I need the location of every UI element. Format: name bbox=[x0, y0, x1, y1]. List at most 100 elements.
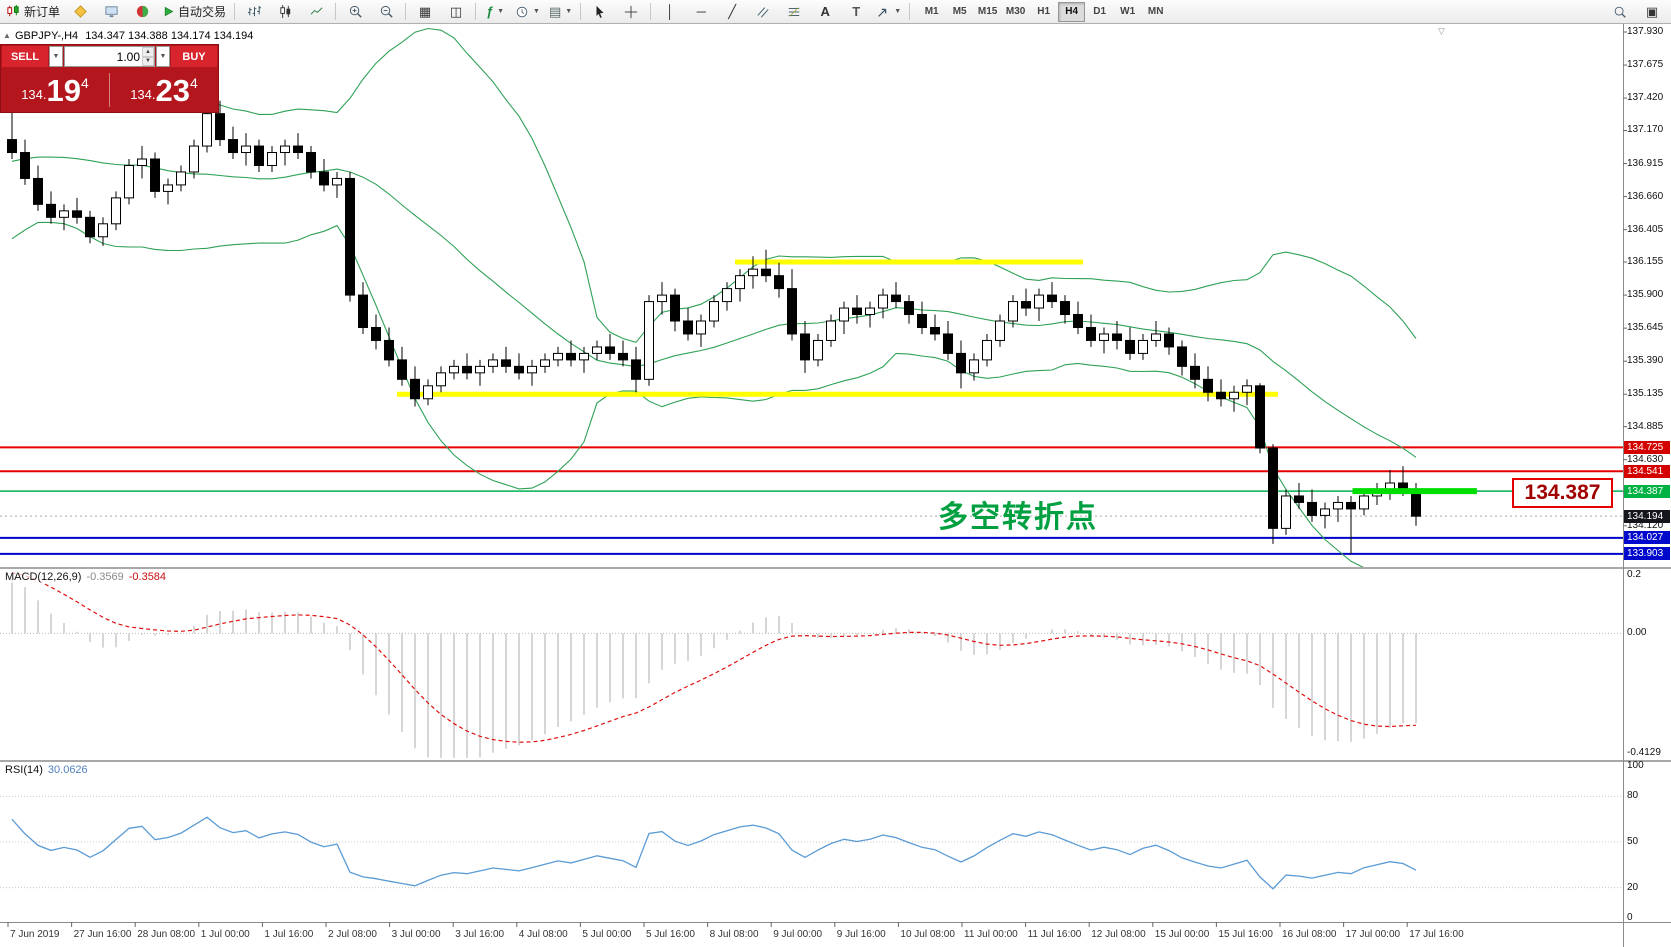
buy-price[interactable]: 134. 23 4 bbox=[130, 72, 198, 108]
crosshair-icon bbox=[625, 5, 638, 18]
new-order-button[interactable]: 新订单 bbox=[2, 1, 64, 23]
autotrade-play-icon bbox=[164, 6, 174, 17]
chevron-down-icon: ▼ bbox=[565, 8, 573, 15]
chart-workspace[interactable]: 137.930 137.675 137.420 137.170 136.915 136.6… bbox=[0, 24, 1671, 947]
vertical-line-icon: │ bbox=[666, 4, 675, 19]
line-chart-button[interactable] bbox=[301, 1, 331, 23]
volume-field: ▲ ▼ bbox=[64, 46, 155, 67]
timeframe-w1[interactable]: W1 bbox=[1120, 6, 1136, 17]
toolbar: 新订单 自动交易 ▦ bbox=[0, 0, 1671, 24]
one-click-toggle[interactable]: ▲ bbox=[3, 31, 11, 40]
trendline-button[interactable]: ╱ bbox=[717, 1, 747, 23]
buy-dropdown[interactable]: ▼ bbox=[156, 46, 170, 67]
timeframe-toolbar: M1 M5 M15 M30 H1 H4 D1 W1 MN bbox=[918, 1, 1169, 22]
trade-panel-prices: 134. 19 4 134. 23 4 bbox=[1, 68, 218, 112]
clock-icon bbox=[516, 6, 528, 17]
zoom-in-icon bbox=[349, 5, 362, 18]
timeframe-mn[interactable]: MN bbox=[1147, 6, 1164, 17]
sell-button[interactable]: SELL bbox=[2, 46, 48, 67]
sell-dropdown[interactable]: ▼ bbox=[49, 46, 63, 67]
bar-chart-icon bbox=[247, 5, 261, 17]
tile-windows-button[interactable]: ◫ bbox=[441, 1, 471, 23]
channel-icon bbox=[757, 6, 769, 18]
vertical-line-button[interactable]: │ bbox=[655, 1, 685, 23]
timeframe-m1[interactable]: M1 bbox=[924, 6, 939, 17]
price-divider bbox=[109, 73, 110, 107]
candlestick-chart-button[interactable] bbox=[270, 1, 300, 23]
autotrade-button[interactable]: 自动交易 bbox=[158, 1, 230, 23]
layout-button[interactable]: ▣ bbox=[1637, 1, 1667, 23]
macd-header: MACD(12,26,9) -0.3569 -0.3584 bbox=[3, 571, 169, 583]
sell-price[interactable]: 134. 19 4 bbox=[21, 72, 89, 108]
timeframe-h4[interactable]: H4 bbox=[1058, 1, 1086, 22]
channel-button[interactable] bbox=[748, 1, 778, 23]
macd-value: -0.3569 bbox=[86, 571, 124, 583]
toolbar-separator bbox=[234, 3, 236, 20]
bar-chart-button[interactable] bbox=[239, 1, 269, 23]
community-button[interactable] bbox=[127, 1, 157, 23]
autotrade-label: 自动交易 bbox=[178, 5, 227, 19]
community-icon bbox=[136, 5, 148, 18]
toolbar-separator bbox=[405, 3, 407, 20]
toolbar-separator bbox=[580, 3, 582, 20]
diamond-icon bbox=[73, 5, 87, 18]
chart-ohlc: 134.347 134.388 134.174 134.194 bbox=[85, 30, 254, 42]
arrows-button[interactable]: ▼ bbox=[872, 1, 905, 23]
arrow-icon bbox=[878, 8, 887, 17]
chart-header: GBPJPY-,H4 134.347 134.388 134.174 134.19… bbox=[15, 30, 253, 42]
horizontal-line-icon: ─ bbox=[696, 4, 706, 19]
trendline-icon: ╱ bbox=[728, 4, 737, 19]
zoom-out-button[interactable] bbox=[371, 1, 401, 23]
periods-button[interactable]: ▼ bbox=[511, 1, 544, 23]
chart-symbol: GBPJPY-,H4 bbox=[15, 30, 79, 42]
fibonacci-button[interactable] bbox=[779, 1, 809, 23]
timeframe-h1[interactable]: H1 bbox=[1037, 6, 1051, 17]
macd-title: MACD(12,26,9) bbox=[5, 571, 82, 583]
indicators-icon: ƒ bbox=[485, 4, 494, 19]
line-chart-icon bbox=[310, 7, 322, 15]
toolbar-separator bbox=[650, 3, 652, 20]
new-order-icon bbox=[7, 4, 19, 17]
volume-spinner: ▲ ▼ bbox=[142, 47, 154, 66]
horizontal-line-button[interactable]: ─ bbox=[686, 1, 716, 23]
timeframe-m15[interactable]: M15 bbox=[977, 6, 998, 17]
indicators-button[interactable]: ƒ ▼ bbox=[480, 1, 510, 23]
timeframe-d1[interactable]: D1 bbox=[1093, 6, 1107, 17]
arrange-windows-button[interactable]: ▦ bbox=[410, 1, 440, 23]
toolbar-separator bbox=[909, 3, 911, 20]
volume-up-button[interactable]: ▲ bbox=[142, 47, 154, 57]
timeframe-m5[interactable]: M5 bbox=[952, 6, 967, 17]
template-icon: ▤ bbox=[548, 4, 562, 19]
grid-icon: ▦ bbox=[418, 4, 432, 19]
timeframe-m30[interactable]: M30 bbox=[1005, 6, 1026, 17]
label-icon: T bbox=[852, 4, 861, 19]
search-icon bbox=[1614, 6, 1626, 18]
tile-icon: ◫ bbox=[449, 4, 463, 19]
volume-down-button[interactable]: ▼ bbox=[142, 56, 154, 66]
chart-canvas[interactable] bbox=[0, 24, 1671, 947]
chevron-down-icon: ▼ bbox=[533, 8, 540, 15]
candlestick-icon bbox=[279, 4, 290, 19]
rsi-value: 30.0626 bbox=[47, 764, 88, 776]
chart-annotation-text[interactable]: 多空转折点 bbox=[938, 501, 1098, 534]
one-click-trading-panel: SELL ▼ ▲ ▼ ▼ BUY 134.194 134.23 bbox=[0, 44, 219, 113]
price-callout-box[interactable]: 134.387 bbox=[1512, 478, 1613, 508]
text-button[interactable]: A bbox=[810, 1, 840, 23]
favorites-button[interactable] bbox=[65, 1, 95, 23]
chart-shift-marker[interactable]: ▽ bbox=[1438, 26, 1445, 36]
zoom-in-button[interactable] bbox=[340, 1, 370, 23]
crosshair-button[interactable] bbox=[616, 1, 646, 23]
label-button[interactable]: T bbox=[841, 1, 871, 23]
volume-input[interactable] bbox=[65, 47, 154, 66]
search-button[interactable] bbox=[1605, 1, 1635, 23]
trade-panel-top-row: SELL ▼ ▲ ▼ ▼ BUY bbox=[1, 45, 218, 68]
text-icon: A bbox=[820, 4, 830, 19]
chevron-down-icon: ▼ bbox=[894, 8, 902, 15]
buy-button[interactable]: BUY bbox=[171, 46, 217, 67]
toolbar-separator bbox=[475, 3, 477, 20]
market-watch-button[interactable] bbox=[96, 1, 126, 23]
fibonacci-icon bbox=[788, 6, 800, 17]
cursor-button[interactable] bbox=[585, 1, 615, 23]
templates-button[interactable]: ▤ ▼ bbox=[545, 1, 576, 23]
